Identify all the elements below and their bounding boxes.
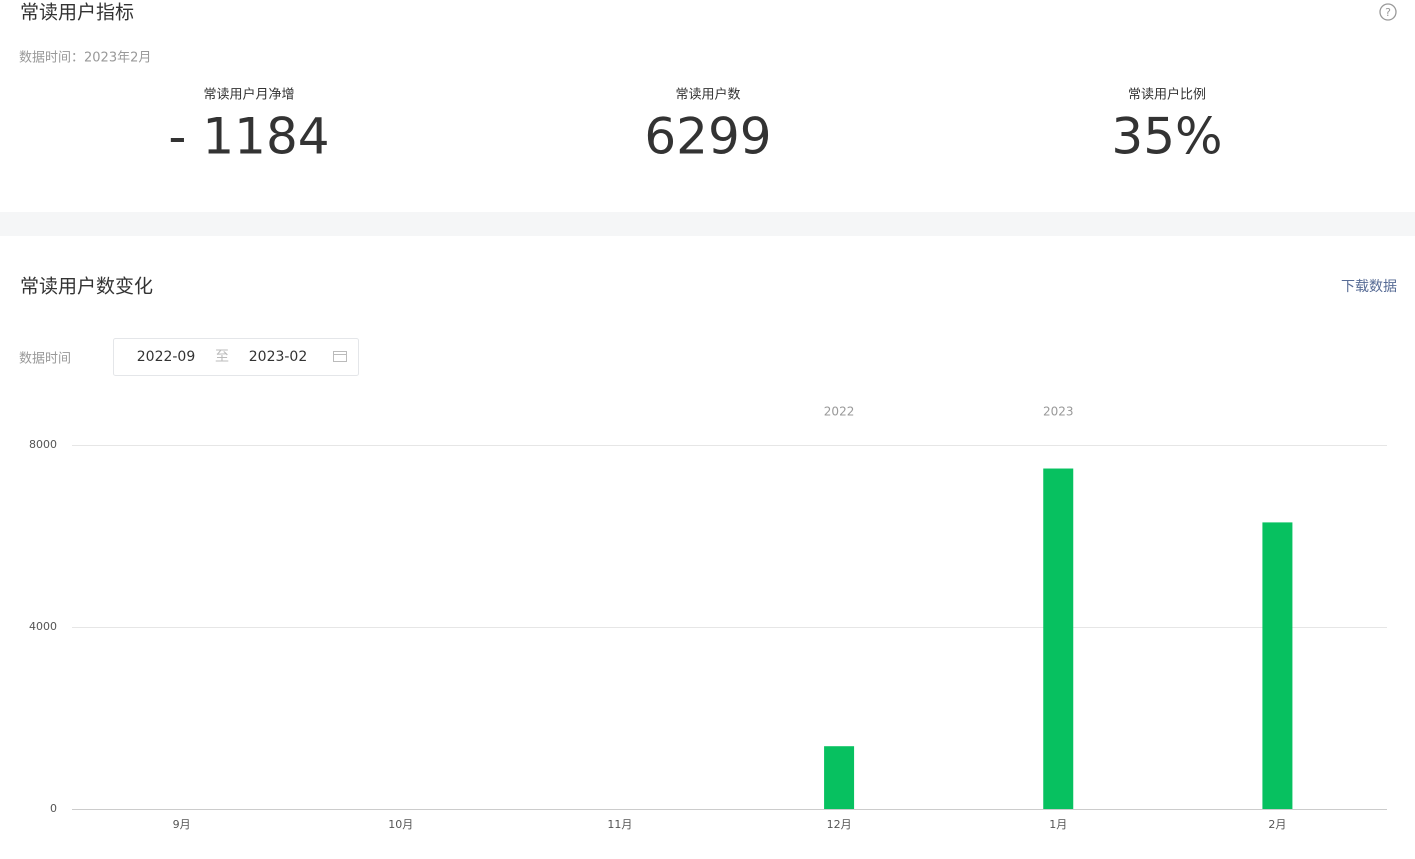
x-tick-label: 1月 <box>1049 818 1067 831</box>
end-date[interactable]: 2023-02 <box>249 349 308 365</box>
section-title: 常读用户指标 <box>20 2 134 24</box>
x-tick-label: 11月 <box>607 818 632 831</box>
x-tick-label: 2月 <box>1268 818 1286 831</box>
y-tick-label: 0 <box>50 802 57 815</box>
calendar-icon <box>333 351 347 362</box>
year-label: 2023 <box>1043 405 1074 419</box>
chart: 0 4000 8000 9月 10月 11月 12月 2022 1月 2023 2月 <box>29 405 1387 831</box>
help-icon[interactable]: ? <box>1379 3 1397 21</box>
metric-label: 常读用户月净增 <box>203 87 294 103</box>
x-tick-label: 10月 <box>388 818 413 831</box>
download-link[interactable]: 下载数据 <box>1341 279 1397 295</box>
metric-value: 35% <box>1111 108 1222 166</box>
x-tick-label: 12月 <box>827 818 852 831</box>
data-time: 数据时间：2023年2月 <box>19 51 151 66</box>
bar <box>1262 522 1293 809</box>
metric-value: 6299 <box>644 108 771 166</box>
metric-label: 常读用户比例 <box>1128 87 1206 103</box>
bar <box>1043 468 1074 809</box>
metric-label: 常读用户数 <box>675 87 740 103</box>
filter-label: 数据时间 <box>19 352 71 367</box>
year-label: 2022 <box>824 405 855 419</box>
date-range-picker[interactable]: 2022-09 至 2023-02 <box>113 338 359 376</box>
bar <box>824 746 855 809</box>
metric-value: - 1184 <box>168 108 329 166</box>
range-separator: 至 <box>215 349 229 365</box>
svg-text:?: ? <box>1385 6 1391 19</box>
y-tick-label: 4000 <box>29 620 57 633</box>
y-tick-label: 8000 <box>29 438 57 451</box>
section-divider <box>0 212 1415 236</box>
x-tick-label: 9月 <box>173 818 191 831</box>
section-title: 常读用户数变化 <box>20 276 153 298</box>
start-date[interactable]: 2022-09 <box>137 349 196 365</box>
